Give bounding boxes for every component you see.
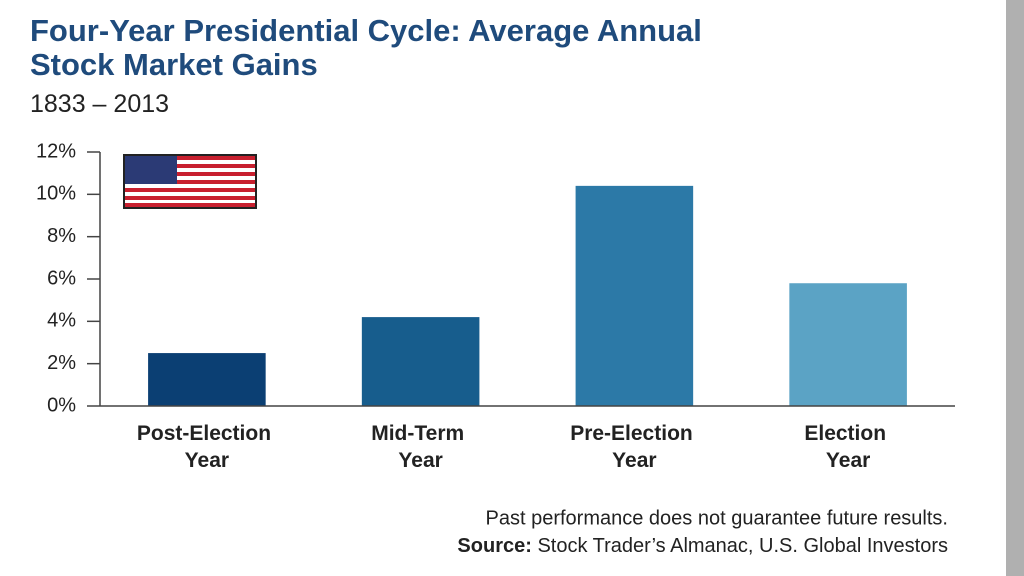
x-tick-label: Pre-Election Year [570,422,698,472]
bar [575,185,694,406]
source: Source: Stock Trader’s Almanac, U.S. Glo… [457,535,948,557]
note: Past performance does not guarantee futu… [486,507,949,529]
source-text: Stock Trader’s Almanac, U.S. Global Inve… [537,535,948,557]
y-tick-label: 2% [47,352,76,374]
bar [361,317,480,406]
y-tick-label: 4% [47,310,76,332]
bar [148,353,266,406]
source-label: Source: [457,535,531,557]
y-tick-label: 6% [47,267,76,289]
y-tick-label: 8% [47,225,76,247]
x-tick-label: Mid-Term Year [371,422,470,472]
y-tick-label: 12% [36,140,76,162]
chart-subtitle: 1833 – 2013 [30,90,170,118]
y-tick-label: 0% [47,394,76,416]
edge-strip [1006,0,1024,576]
y-tick-label: 10% [36,183,76,205]
us-flag [123,154,257,209]
x-tick-label: Post-Election Year [137,422,277,472]
chart-title: Four-Year Presidential Cycle: Average An… [30,13,702,82]
x-tick-label: Election Year [804,422,892,472]
bar [789,283,907,406]
